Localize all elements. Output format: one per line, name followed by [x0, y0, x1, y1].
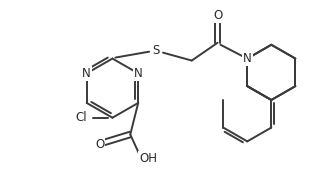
Text: O: O — [213, 9, 222, 22]
Text: S: S — [152, 44, 160, 57]
Text: N: N — [134, 67, 142, 80]
Text: N: N — [243, 52, 252, 65]
Text: OH: OH — [139, 152, 157, 165]
Text: O: O — [95, 138, 104, 151]
Text: N: N — [82, 67, 91, 80]
Text: O: O — [95, 138, 104, 151]
Text: N: N — [134, 67, 142, 80]
Text: Cl: Cl — [75, 111, 87, 124]
Text: N: N — [82, 67, 91, 80]
Text: OH: OH — [139, 152, 157, 165]
Text: S: S — [152, 44, 160, 57]
Text: N: N — [243, 52, 252, 65]
Text: Cl: Cl — [75, 111, 87, 124]
Text: O: O — [213, 9, 222, 22]
